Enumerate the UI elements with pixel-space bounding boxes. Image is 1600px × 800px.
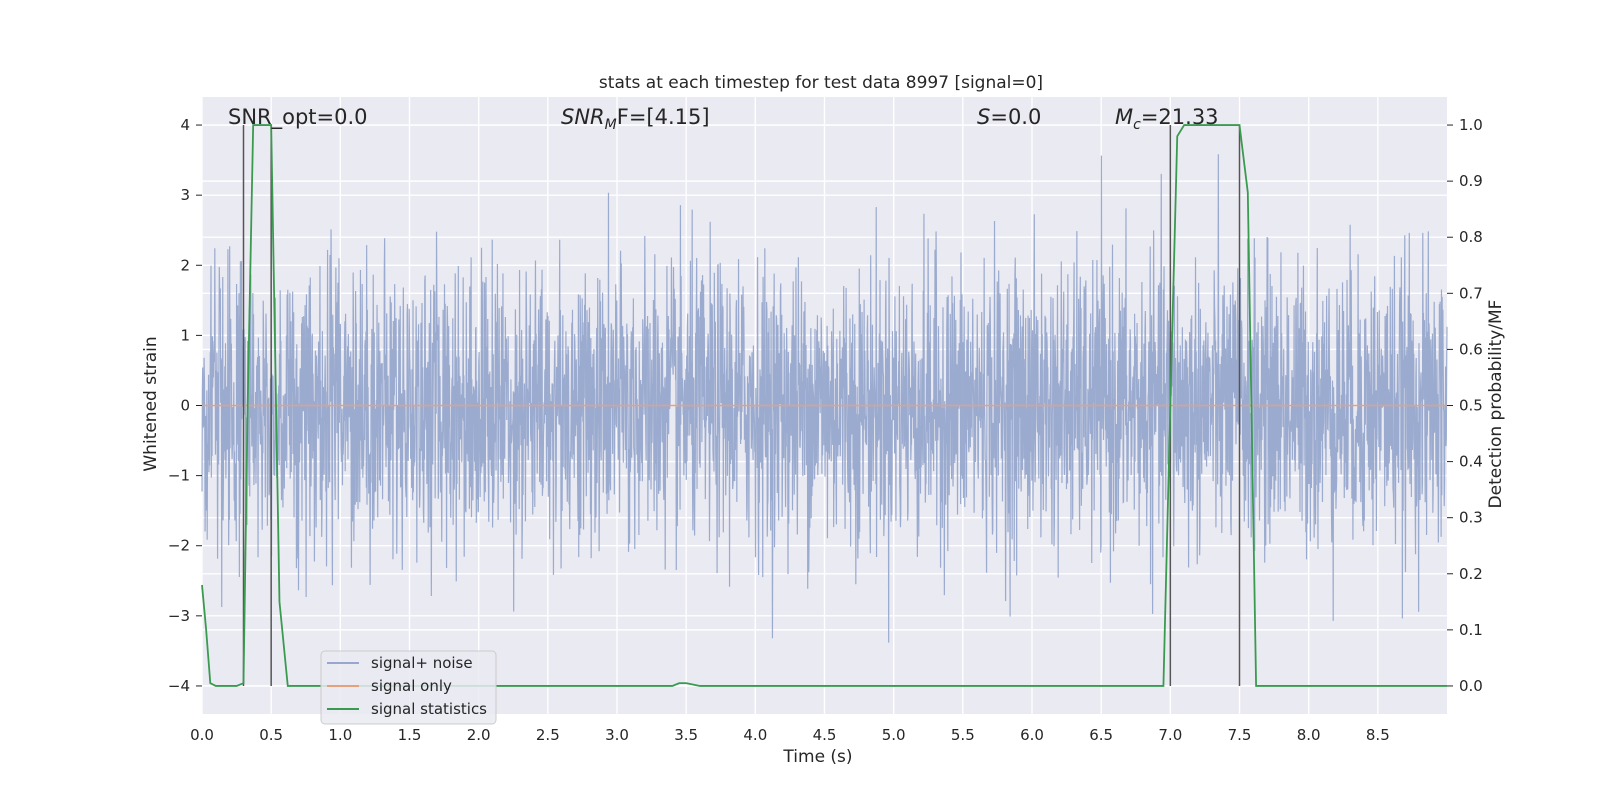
x-ticks: 0.0 0.5 1.0 1.5 2.0 2.5 3.0 3.5 4.0 4.5 5.0 5.5 6.0 6… — [190, 726, 1390, 744]
x-tick-label: 4.5 — [813, 726, 837, 744]
x-axis-label: Time (s) — [782, 747, 852, 767]
y-ticks-left: 4 3 2 1 0 −1 −2 −3 −4 — [168, 116, 202, 695]
legend-label: signal+ noise — [371, 654, 473, 672]
y-right-axis-label: Detection probability/MF — [1486, 300, 1506, 509]
annotation-subscript: c — [1133, 117, 1141, 133]
annotation-text: Mc=21.33 — [1115, 105, 1219, 133]
annotation-text: SNRMF=[4.15] — [561, 105, 710, 133]
x-tick-label: 5.0 — [882, 726, 906, 744]
x-tick-label: 7.5 — [1228, 726, 1252, 744]
x-tick-label: 1.0 — [328, 726, 352, 744]
axes: 0.0 0.5 1.0 1.5 2.0 2.5 3.0 3.5 4.0 4.5 5.0 5.5 6.0 6… — [168, 116, 1483, 744]
y-tick-label: 0 — [180, 397, 190, 415]
y-right-tick-label: 0.3 — [1459, 509, 1483, 527]
x-tick-label: 7.0 — [1158, 726, 1182, 744]
x-tick-label: 5.5 — [951, 726, 975, 744]
annotation-subscript: M — [605, 117, 617, 133]
y-axis-label: Whitened strain — [141, 336, 161, 471]
legend-box — [320, 650, 497, 725]
vertical-markers — [242, 125, 1241, 686]
legend-label: signal only — [371, 677, 452, 695]
chart-title: stats at each timestep for test data 899… — [599, 73, 1043, 93]
annotation-symbol: M — [1115, 105, 1133, 129]
y-right-tick-label: 0.8 — [1459, 228, 1483, 246]
y-tick-label: 3 — [180, 186, 190, 204]
x-tick-label: 8.5 — [1366, 726, 1390, 744]
annotation-symbol: S — [977, 105, 990, 129]
plot-area — [201, 97, 1448, 714]
annotations: SNR_opt=0.0 SNRMF=[4.15] S=0.0 Mc=21.33 — [228, 105, 1219, 133]
legend-label: signal statistics — [371, 700, 487, 718]
x-tick-label: 3.0 — [605, 726, 629, 744]
annotation-value: =21.33 — [1141, 105, 1219, 129]
x-tick-label: 3.5 — [674, 726, 698, 744]
y-right-tick-label: 0.7 — [1459, 284, 1483, 302]
x-tick-label: 8.0 — [1297, 726, 1321, 744]
y-right-tick-label: 0.6 — [1459, 340, 1483, 358]
y-tick-label: −1 — [168, 467, 190, 485]
y-right-tick-label: 0.5 — [1459, 397, 1483, 415]
annotation-text: S=0.0 — [977, 105, 1041, 129]
annotation-value: =0.0 — [990, 105, 1041, 129]
annotation-value: F=[4.15] — [617, 105, 710, 129]
y-right-tick-label: 0.2 — [1459, 565, 1483, 583]
legend: signal+ noise signal only signal statistic… — [320, 650, 497, 725]
y-right-tick-label: 0.9 — [1459, 172, 1483, 190]
y-tick-label: 2 — [180, 256, 190, 274]
y-right-tick-label: 0.0 — [1459, 677, 1483, 695]
x-tick-label: 4.0 — [743, 726, 767, 744]
y-right-tick-label: 1.0 — [1459, 116, 1483, 134]
y-right-tick-label: 0.4 — [1459, 453, 1483, 471]
y-tick-label: −4 — [168, 677, 190, 695]
x-tick-label: 0.5 — [259, 726, 283, 744]
x-tick-label: 6.0 — [1020, 726, 1044, 744]
x-tick-label: 2.0 — [467, 726, 491, 744]
x-tick-label: 0.0 — [190, 726, 214, 744]
y-ticks-right: 1.0 0.9 0.8 0.7 0.6 0.5 0.4 0.3 0.2 0.1 0.0 — [1447, 116, 1483, 695]
x-tick-label: 2.5 — [536, 726, 560, 744]
y-tick-label: −2 — [168, 537, 190, 555]
y-right-tick-label: 0.1 — [1459, 621, 1483, 639]
y-tick-label: −3 — [168, 607, 190, 625]
x-tick-label: 6.5 — [1089, 726, 1113, 744]
y-tick-label: 4 — [180, 116, 190, 134]
annotation-symbol: SNR — [561, 105, 605, 129]
legend-items: signal+ noise signal only signal statistic… — [327, 654, 487, 718]
annotation-text: SNR_opt=0.0 — [228, 105, 368, 130]
x-tick-label: 1.5 — [398, 726, 422, 744]
y-tick-label: 1 — [180, 326, 190, 344]
